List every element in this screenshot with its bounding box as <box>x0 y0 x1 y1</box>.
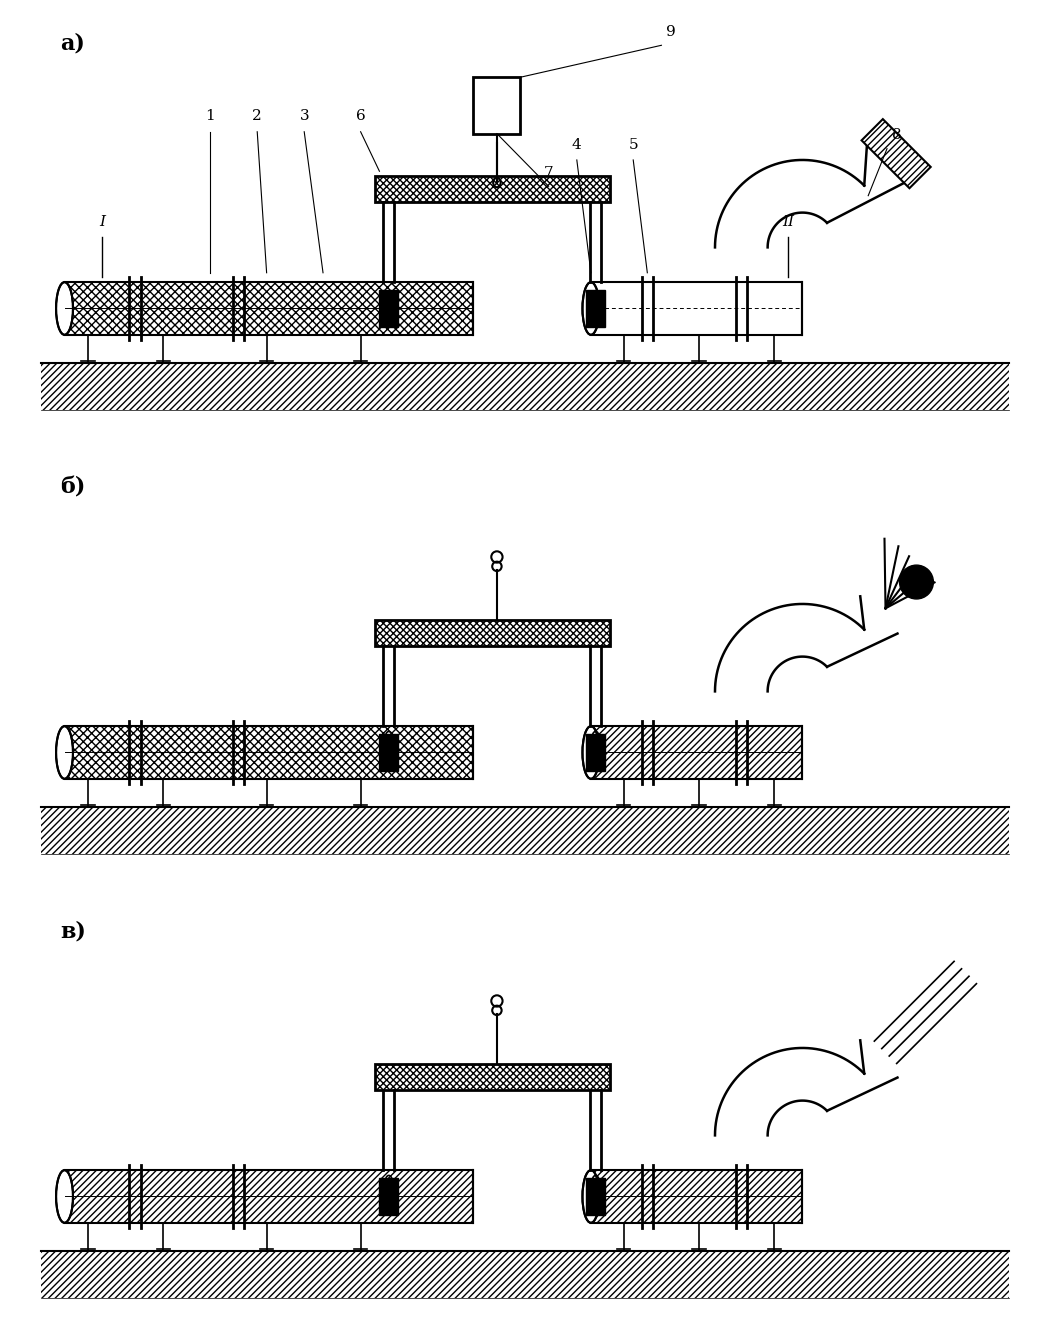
Ellipse shape <box>583 726 600 779</box>
Bar <box>64 726 473 779</box>
Text: 7: 7 <box>544 166 553 180</box>
Bar <box>375 619 609 646</box>
Bar <box>591 726 802 779</box>
Text: 8: 8 <box>892 128 901 143</box>
Bar <box>379 734 398 771</box>
Bar <box>64 1169 473 1223</box>
Bar <box>41 807 1010 854</box>
Bar <box>591 1169 802 1223</box>
Text: а): а) <box>60 33 84 55</box>
Ellipse shape <box>583 1169 600 1223</box>
Text: б): б) <box>60 477 85 500</box>
Bar <box>586 1177 605 1215</box>
Bar <box>379 1177 398 1215</box>
Text: 1: 1 <box>206 109 215 124</box>
Text: 2: 2 <box>252 109 262 124</box>
Bar <box>591 726 802 779</box>
Ellipse shape <box>56 282 73 334</box>
Bar <box>41 364 1010 410</box>
Text: 6: 6 <box>356 109 366 124</box>
Ellipse shape <box>56 1169 73 1223</box>
Text: 9: 9 <box>666 25 676 39</box>
Bar <box>375 1064 609 1091</box>
Bar <box>64 1169 473 1223</box>
Bar <box>41 1251 1010 1297</box>
Bar <box>591 1169 802 1223</box>
Text: 5: 5 <box>628 137 638 152</box>
Polygon shape <box>861 119 931 188</box>
Ellipse shape <box>56 726 73 779</box>
Bar <box>591 282 802 334</box>
Text: в): в) <box>60 920 85 943</box>
Text: 3: 3 <box>299 109 309 124</box>
Bar <box>64 282 473 334</box>
Circle shape <box>899 565 934 599</box>
Bar <box>586 734 605 771</box>
Bar <box>375 619 609 646</box>
Polygon shape <box>861 119 931 188</box>
Bar <box>379 290 398 326</box>
Bar <box>473 77 521 133</box>
Text: II: II <box>782 214 795 229</box>
Bar <box>64 282 473 334</box>
Bar <box>375 176 609 202</box>
Bar <box>375 1064 609 1091</box>
Bar <box>586 290 605 326</box>
Ellipse shape <box>583 282 600 334</box>
Text: 4: 4 <box>572 137 582 152</box>
Bar <box>64 726 473 779</box>
Text: I: I <box>99 214 105 229</box>
Bar <box>375 176 609 202</box>
